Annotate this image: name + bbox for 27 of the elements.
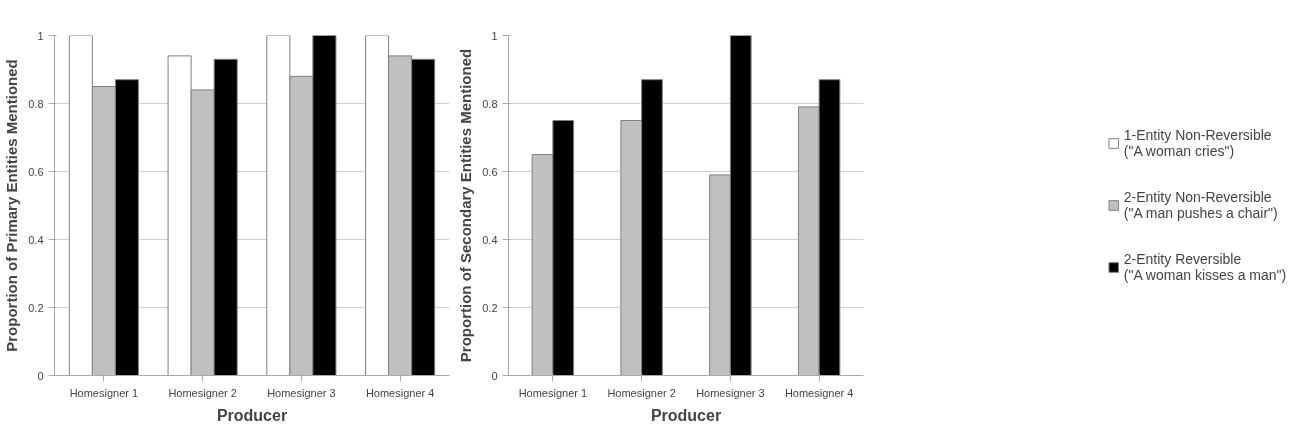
y-tick-label: 1 xyxy=(491,29,498,42)
y-tick-label: 0 xyxy=(37,369,44,382)
legend-label: 2-Entity Non-Reversible ("A man pushes a chair") xyxy=(1123,189,1278,221)
y-tick-label: 0.8 xyxy=(28,97,44,110)
legend-label: 2-Entity Reversible ("A woman kisses a man") xyxy=(1123,251,1287,283)
y-tick-label: 0.2 xyxy=(482,301,498,314)
y-tick-label: 0.4 xyxy=(482,233,498,246)
x-axis-title: Producer xyxy=(650,406,722,424)
x-axis-title: Producer xyxy=(216,406,288,424)
x-tick-label: Homesigner 2 xyxy=(168,386,237,399)
x-tick-label: Homesigner 2 xyxy=(607,386,676,399)
x-tick-label: Homesigner 4 xyxy=(784,386,854,399)
y-axis-title: Proportion of Primary Entities Mentioned xyxy=(3,59,21,352)
x-tick-label: Homesigner 4 xyxy=(365,386,435,399)
y-tick-label: 0.4 xyxy=(28,233,44,246)
x-tick-label: Homesigner 3 xyxy=(696,386,765,399)
y-tick-label: 0.8 xyxy=(482,97,498,110)
x-tick-label: Homesigner 1 xyxy=(69,386,139,399)
x-tick-label: Homesigner 1 xyxy=(518,386,588,399)
y-axis-title: Proportion of Secondary Entities Mentioned xyxy=(457,48,475,363)
x-tick-label: Homesigner 3 xyxy=(267,386,336,399)
y-tick-label: 1 xyxy=(37,29,44,42)
y-tick-label: 0.2 xyxy=(28,301,44,314)
y-tick-label: 0 xyxy=(491,369,498,382)
legend-label: 1-Entity Non-Reversible ("A woman cries") xyxy=(1123,127,1272,159)
y-tick-label: 0.6 xyxy=(482,165,498,178)
y-tick-label: 0.6 xyxy=(28,165,44,178)
